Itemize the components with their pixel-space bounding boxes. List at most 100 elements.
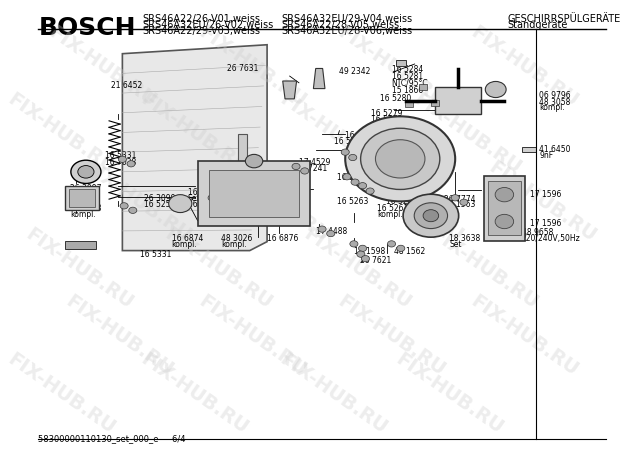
Text: FIX-HUB.RU: FIX-HUB.RU xyxy=(195,23,310,111)
Text: FIX-HUB.RU: FIX-HUB.RU xyxy=(137,350,252,438)
Polygon shape xyxy=(122,45,267,251)
Text: 16 5284: 16 5284 xyxy=(392,65,423,74)
Text: FIX-HUB.RU: FIX-HUB.RU xyxy=(276,90,391,178)
Text: 17 4488: 17 4488 xyxy=(316,227,347,236)
Text: FIX-HUB.RU: FIX-HUB.RU xyxy=(4,90,119,178)
Text: FIX-HUB.RU: FIX-HUB.RU xyxy=(392,350,507,438)
Circle shape xyxy=(495,214,514,229)
Text: 16 5331: 16 5331 xyxy=(105,151,136,160)
Text: 16 7241: 16 7241 xyxy=(296,164,328,173)
Polygon shape xyxy=(314,68,325,89)
Bar xyxy=(435,87,481,114)
Circle shape xyxy=(451,195,459,201)
Text: 16 5262: 16 5262 xyxy=(386,197,417,206)
Text: SRS46A22/26-V01,weiss: SRS46A22/26-V01,weiss xyxy=(142,14,261,24)
Text: FIX-HUB.RU: FIX-HUB.RU xyxy=(4,350,119,438)
Polygon shape xyxy=(238,134,247,170)
Circle shape xyxy=(403,194,459,237)
Text: 16 5281: 16 5281 xyxy=(392,72,423,81)
Text: FIX-HUB.RU: FIX-HUB.RU xyxy=(218,157,333,245)
Bar xyxy=(198,161,310,226)
Circle shape xyxy=(357,251,365,257)
Text: Standgeräte: Standgeräte xyxy=(508,20,568,30)
Text: FIX-HUB.RU: FIX-HUB.RU xyxy=(334,23,449,111)
Text: FIX-HUB.RU: FIX-HUB.RU xyxy=(300,225,414,313)
Text: 16 5265: 16 5265 xyxy=(334,137,365,146)
Circle shape xyxy=(169,195,192,212)
Circle shape xyxy=(423,210,439,222)
Text: 16 6876: 16 6876 xyxy=(267,234,298,243)
Circle shape xyxy=(249,177,257,183)
Circle shape xyxy=(318,226,326,232)
Circle shape xyxy=(359,245,366,252)
Circle shape xyxy=(414,203,448,229)
Circle shape xyxy=(359,183,366,189)
Circle shape xyxy=(460,199,468,205)
Text: FIX-HUB.RU: FIX-HUB.RU xyxy=(467,23,582,111)
Text: BOSCH: BOSCH xyxy=(38,16,136,40)
Bar xyxy=(396,59,406,66)
Text: 48 0748: 48 0748 xyxy=(71,204,102,213)
Text: Set: Set xyxy=(450,240,462,249)
Bar xyxy=(209,170,299,217)
Text: 17 1598: 17 1598 xyxy=(354,247,385,256)
Text: 49 2342: 49 2342 xyxy=(340,67,371,76)
Text: 48 1562: 48 1562 xyxy=(394,247,425,256)
Circle shape xyxy=(292,163,300,170)
Text: SRS46A22/29-V03,weiss: SRS46A22/29-V03,weiss xyxy=(142,26,261,36)
Text: 220/240V,50Hz: 220/240V,50Hz xyxy=(522,234,581,243)
Circle shape xyxy=(341,149,349,155)
Circle shape xyxy=(495,188,514,202)
Text: 17 1596: 17 1596 xyxy=(530,219,562,228)
Text: 16 5278: 16 5278 xyxy=(371,115,403,124)
Circle shape xyxy=(217,199,225,205)
Text: 16 5280: 16 5280 xyxy=(380,94,411,103)
Text: kompl.: kompl. xyxy=(71,190,96,199)
Text: 48 9658: 48 9658 xyxy=(522,228,553,237)
Text: SRS46A32EU/29-V04,weiss: SRS46A32EU/29-V04,weiss xyxy=(282,14,413,24)
Text: 16 6874: 16 6874 xyxy=(172,234,203,243)
Circle shape xyxy=(208,195,216,201)
Text: 17 1596: 17 1596 xyxy=(530,190,562,199)
Text: FIX-HUB.RU: FIX-HUB.RU xyxy=(137,90,252,178)
Circle shape xyxy=(78,166,94,178)
Text: 26 7631: 26 7631 xyxy=(226,64,258,73)
Text: 16 5256: 16 5256 xyxy=(144,200,175,209)
Text: kompl.: kompl. xyxy=(221,240,247,249)
Text: 15 1866: 15 1866 xyxy=(392,86,423,95)
Bar xyxy=(69,189,95,207)
Text: kompl.: kompl. xyxy=(377,210,403,219)
Text: kompl.: kompl. xyxy=(71,210,96,219)
Text: 48 3058: 48 3058 xyxy=(539,98,570,107)
Text: 48 1563: 48 1563 xyxy=(444,200,475,209)
Text: FIX-HUB.RU: FIX-HUB.RU xyxy=(195,292,310,380)
Text: 16 5279: 16 5279 xyxy=(371,109,403,118)
Text: 16 6875: 16 6875 xyxy=(188,200,219,209)
Text: 48 3026: 48 3026 xyxy=(221,234,252,243)
Text: SRS46A32EU/28-V06,weiss: SRS46A32EU/28-V06,weiss xyxy=(282,26,413,36)
Text: SRS46A22/28-V05,weiss: SRS46A22/28-V05,weiss xyxy=(282,20,399,30)
Circle shape xyxy=(343,174,351,180)
Bar xyxy=(483,176,525,240)
Text: 58300000110130_set_000_e    -6/4: 58300000110130_set_000_e -6/4 xyxy=(38,434,186,443)
Circle shape xyxy=(71,160,101,184)
Bar xyxy=(64,241,96,249)
Text: GESCHIRRSPÜLGERÄTE: GESCHIRRSPÜLGERÄTE xyxy=(508,14,621,24)
Text: 41 6450: 41 6450 xyxy=(539,144,570,153)
Circle shape xyxy=(327,230,335,237)
Bar xyxy=(405,101,413,108)
Text: 21 6452: 21 6452 xyxy=(111,81,142,90)
Text: 26 7621: 26 7621 xyxy=(360,256,391,265)
Bar xyxy=(419,84,427,90)
Circle shape xyxy=(366,188,374,194)
Circle shape xyxy=(361,256,370,262)
Text: 26 7774: 26 7774 xyxy=(444,195,475,204)
Text: 16 7028: 16 7028 xyxy=(105,158,136,166)
Circle shape xyxy=(118,156,127,162)
Text: 16 7241: 16 7241 xyxy=(209,182,240,191)
Circle shape xyxy=(485,81,506,98)
Text: 16 5263: 16 5263 xyxy=(336,197,368,206)
Bar xyxy=(431,100,439,106)
Bar xyxy=(522,147,536,152)
Text: kompl.: kompl. xyxy=(172,240,197,249)
